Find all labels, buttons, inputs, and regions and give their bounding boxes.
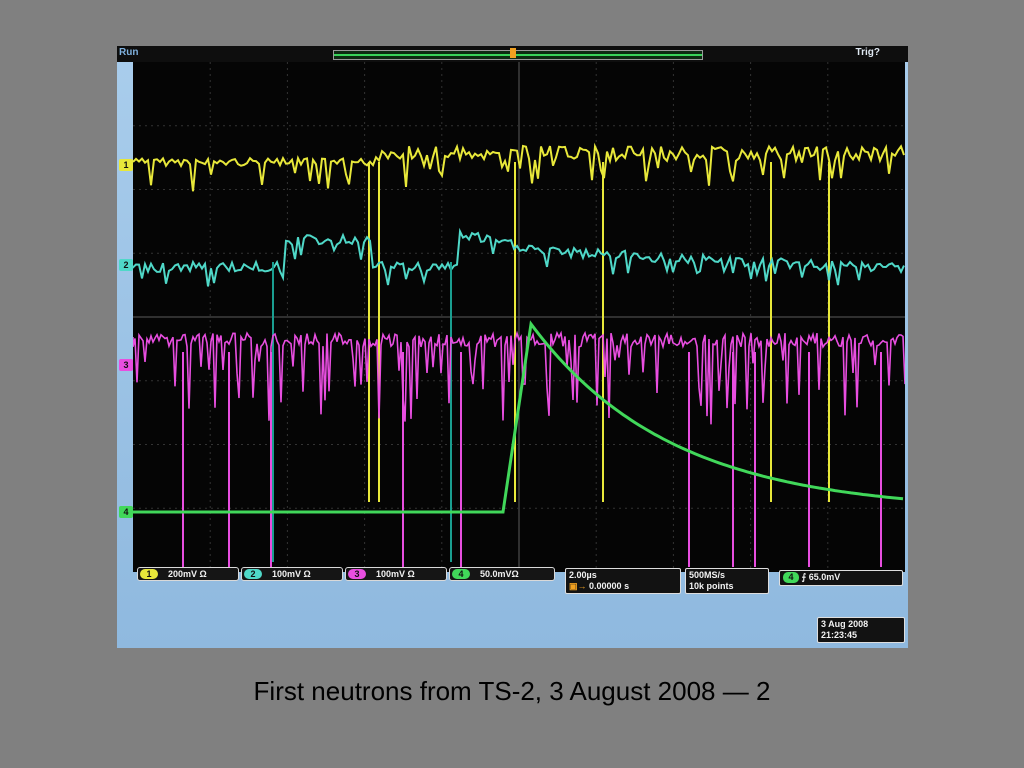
acquisition-box: 500MS/s 10k points — [685, 568, 769, 594]
ch1-scale-value: 200mV Ω — [168, 569, 207, 579]
capture-time: 21:23:45 — [821, 630, 858, 640]
ch2-scale-box: 2 100mV Ω — [241, 567, 343, 581]
waveform-plot — [133, 62, 905, 572]
ch3-ground-marker: 3 — [119, 359, 133, 371]
ch3-waveform — [133, 330, 905, 425]
oscilloscope-photo: Run Trig? 1 2 3 4 1 200mV Ω 2 100mV Ω 3 … — [117, 46, 908, 648]
ch4-scale-value: 50.0mVΩ — [480, 569, 519, 579]
ch3-number-badge: 3 — [348, 569, 366, 579]
trigger-delay-icon: ▣→ — [569, 581, 587, 591]
ch1-number-badge: 1 — [140, 569, 158, 579]
ch1-scale-box: 1 200mV Ω — [137, 567, 239, 581]
timebase-position-row: ▣→ 0.00000 s — [569, 581, 677, 592]
trigger-box: 4 ⨍ 65.0mV — [779, 570, 903, 586]
timebase-box: 2.00µs ▣→ 0.00000 s — [565, 568, 681, 594]
trigger-source-badge: 4 — [783, 572, 799, 583]
trigger-level: 65.0mV — [808, 572, 841, 582]
ch3-scale-box: 3 100mV Ω — [345, 567, 447, 581]
ch4-number-badge: 4 — [452, 569, 470, 579]
ch1-ground-marker: 1 — [119, 159, 133, 171]
ch4-waveform — [133, 320, 904, 514]
ch4-scale-box: 4 50.0mVΩ — [449, 567, 555, 581]
ch4-ground-marker: 4 — [119, 506, 133, 518]
capture-date: 3 Aug 2008 — [821, 619, 869, 629]
ch2-scale-value: 100mV Ω — [272, 569, 311, 579]
timebase-position: 0.00000 s — [589, 581, 630, 591]
record-window-indicator — [334, 54, 702, 56]
ch2-ground-marker: 2 — [119, 259, 133, 271]
channel-status-row: 1 200mV Ω 2 100mV Ω 3 100mV Ω 4 50.0mVΩ — [135, 567, 905, 589]
ch3-scale-value: 100mV Ω — [376, 569, 415, 579]
record-view-bar — [333, 50, 703, 60]
run-status-label: Run — [119, 47, 139, 58]
timebase-scale: 2.00µs — [569, 570, 597, 580]
ch2-waveform — [133, 227, 905, 287]
sample-rate: 500MS/s — [689, 570, 726, 580]
waveform-screen — [133, 62, 905, 572]
datetime-box: 3 Aug 2008 21:23:45 — [817, 617, 905, 643]
rising-edge-icon: ⨍ — [801, 572, 807, 582]
record-length: 10k points — [689, 581, 734, 591]
slide-caption: First neutrons from TS-2, 3 August 2008 … — [253, 676, 771, 706]
trigger-status-label: Trig? — [855, 47, 880, 58]
ch2-number-badge: 2 — [244, 569, 262, 579]
ch1-waveform — [133, 142, 905, 192]
